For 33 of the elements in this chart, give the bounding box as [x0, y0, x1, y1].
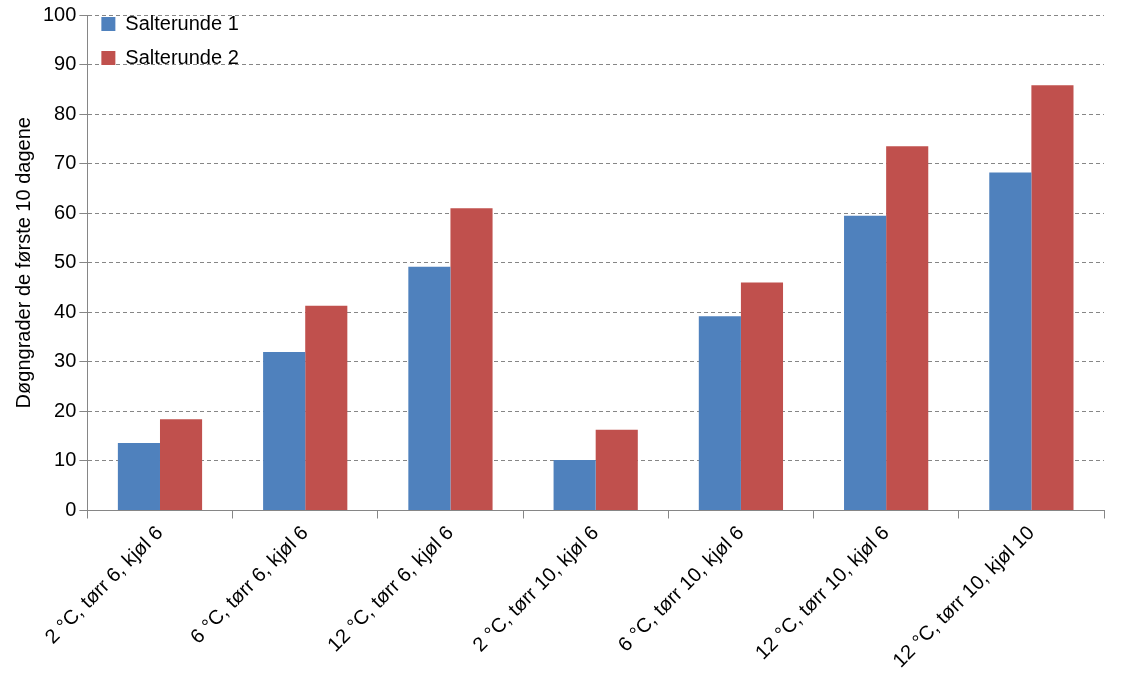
- y-tick-label: 70: [54, 151, 77, 174]
- y-tick-label: 100: [42, 2, 77, 25]
- y-axis-title: Døgngrader de første 10 dagene: [11, 117, 34, 409]
- x-tick-label: 2 °C, tørr 10, kjøl 6: [468, 521, 603, 656]
- bar: [117, 443, 160, 510]
- legend-label: Salterunde 2: [125, 45, 239, 68]
- x-tick-label: 2 °C, tørr 6, kjøl 6: [40, 521, 167, 648]
- y-tick-label: 30: [54, 349, 77, 372]
- y-tick-label: 80: [54, 101, 77, 124]
- bar: [740, 282, 784, 510]
- bar: [450, 208, 493, 510]
- y-tick-label: 60: [54, 200, 77, 223]
- bar: [595, 429, 638, 510]
- bar: [886, 146, 929, 510]
- y-tick-label: 10: [54, 448, 77, 471]
- bar: [844, 215, 887, 510]
- bar: [159, 419, 203, 510]
- y-tick-label: 20: [54, 398, 77, 421]
- bar: [698, 316, 741, 510]
- x-tick-label: 6 °C, tørr 10, kjøl 6: [613, 521, 748, 656]
- y-tick-label: 50: [54, 250, 77, 273]
- bar: [989, 172, 1032, 510]
- legend-label: Salterunde 1: [125, 11, 239, 34]
- y-tick-label: 40: [54, 299, 77, 322]
- y-tick-label: 90: [54, 52, 77, 75]
- y-tick-label: 0: [65, 498, 77, 520]
- bar: [408, 266, 451, 510]
- bar: [305, 305, 348, 510]
- bar: [1031, 85, 1074, 510]
- x-tick-label: 6 °C, tørr 6, kjøl 6: [185, 521, 312, 648]
- x-tick-label: 12 °C, tørr 6, kjøl 6: [322, 521, 458, 656]
- bar: [553, 459, 596, 510]
- bar: [263, 351, 306, 510]
